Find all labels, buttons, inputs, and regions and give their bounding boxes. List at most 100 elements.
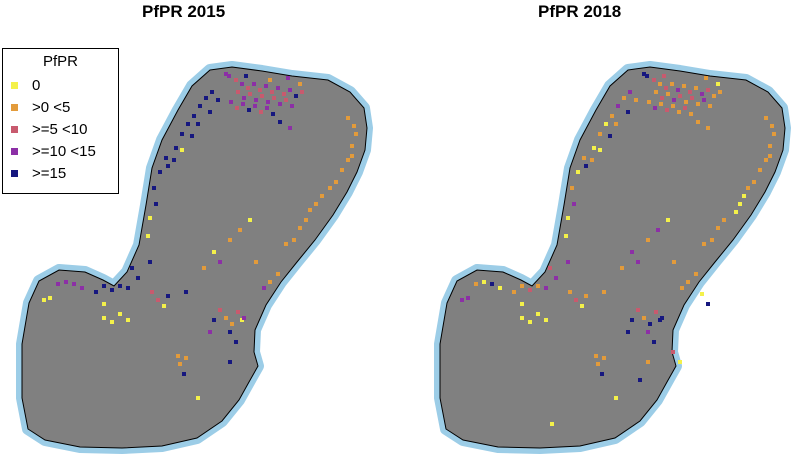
survey-point <box>156 298 160 302</box>
survey-point <box>234 78 238 82</box>
survey-point <box>654 310 658 314</box>
survey-point <box>566 260 570 264</box>
survey-point <box>682 84 686 88</box>
survey-point <box>594 354 598 358</box>
survey-point <box>584 294 588 298</box>
survey-point <box>198 104 202 108</box>
survey-point <box>174 146 178 150</box>
survey-point <box>202 266 206 270</box>
survey-point <box>665 108 669 112</box>
survey-point <box>136 276 140 280</box>
survey-point <box>686 280 690 284</box>
panel-title-2015: PfPR 2015 <box>142 2 226 21</box>
survey-point <box>528 288 532 292</box>
survey-point <box>184 290 188 294</box>
survey-point <box>190 134 194 138</box>
survey-point <box>672 260 676 264</box>
survey-point <box>259 110 263 114</box>
legend-label-4: >=15 <box>32 164 67 182</box>
survey-point <box>490 282 494 286</box>
survey-point <box>148 260 152 264</box>
survey-point <box>224 316 228 320</box>
survey-point <box>272 96 276 100</box>
survey-point <box>276 272 280 276</box>
survey-point <box>460 298 464 302</box>
survey-point <box>764 116 768 120</box>
survey-point <box>248 92 252 96</box>
survey-point <box>770 124 774 128</box>
survey-point <box>180 132 184 136</box>
survey-point <box>42 298 46 302</box>
survey-point <box>658 82 662 86</box>
survey-point <box>642 316 646 320</box>
survey-point <box>110 320 114 324</box>
survey-point <box>308 208 312 212</box>
survey-point <box>253 104 257 108</box>
survey-point <box>126 286 130 290</box>
survey-point <box>208 110 212 114</box>
survey-point <box>118 284 122 288</box>
survey-point <box>570 186 574 190</box>
survey-point <box>706 88 710 92</box>
survey-point <box>230 322 234 326</box>
survey-point <box>212 318 216 322</box>
survey-point <box>646 360 650 364</box>
panel-title-2018: PfPR 2018 <box>538 2 622 21</box>
legend-item-0: 0 <box>11 75 40 95</box>
survey-point <box>172 158 176 162</box>
survey-point <box>146 234 150 238</box>
legend-item-2: >=5 <10 <box>11 119 87 139</box>
survey-point <box>271 112 275 116</box>
survey-point <box>680 286 684 290</box>
survey-point <box>716 82 720 86</box>
survey-point <box>270 90 274 94</box>
survey-point <box>520 284 524 288</box>
survey-point <box>660 96 664 100</box>
survey-point <box>180 148 184 152</box>
legend-label-0: 0 <box>32 76 41 94</box>
survey-point <box>600 372 604 376</box>
survey-point <box>722 218 726 222</box>
survey-point <box>662 74 666 78</box>
survey-point <box>254 260 258 264</box>
survey-point <box>290 104 294 108</box>
survey-point <box>672 98 676 102</box>
survey-point <box>564 234 568 238</box>
survey-point <box>498 286 502 290</box>
survey-point <box>742 194 746 198</box>
survey-point <box>764 158 768 162</box>
survey-point <box>700 292 704 296</box>
survey-point <box>689 112 693 116</box>
survey-point <box>576 170 580 174</box>
survey-point <box>284 98 288 102</box>
survey-point <box>482 280 486 284</box>
survey-point <box>244 74 248 78</box>
survey-point <box>648 322 652 326</box>
survey-point <box>182 372 186 376</box>
survey-point <box>260 94 264 98</box>
survey-point <box>130 266 134 270</box>
survey-point <box>758 168 762 172</box>
survey-point <box>712 94 716 98</box>
survey-point <box>646 238 650 242</box>
legend-label-3: >=10 <15 <box>32 142 96 160</box>
survey-point <box>688 90 692 94</box>
survey-point <box>298 226 302 230</box>
survey-point <box>56 282 60 286</box>
survey-point <box>247 108 251 112</box>
survey-point <box>196 122 200 126</box>
survey-point <box>718 90 722 94</box>
survey-point <box>580 304 584 308</box>
survey-point <box>162 304 166 308</box>
survey-point <box>334 180 338 184</box>
survey-point <box>216 98 220 102</box>
survey-point <box>653 106 657 110</box>
legend-swatch-3 <box>11 147 18 155</box>
survey-point <box>474 282 478 286</box>
survey-point <box>676 88 680 92</box>
survey-point <box>294 94 298 98</box>
survey-point <box>652 340 656 344</box>
survey-point <box>266 100 270 104</box>
survey-point <box>684 100 688 104</box>
survey-point <box>346 116 350 120</box>
